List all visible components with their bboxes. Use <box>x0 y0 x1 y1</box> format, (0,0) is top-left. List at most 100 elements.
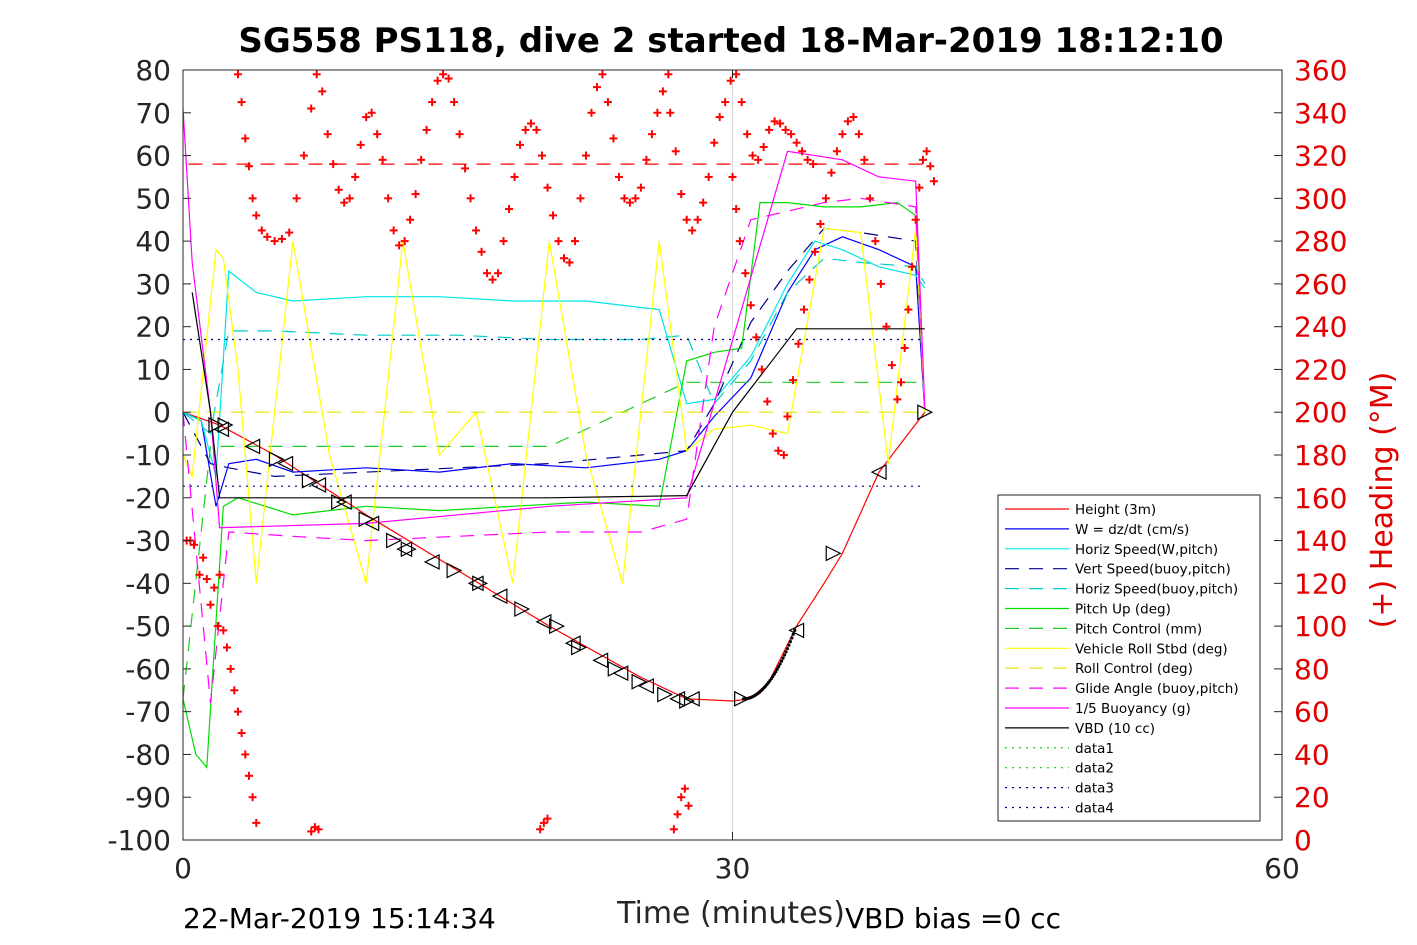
heading-point <box>226 664 235 673</box>
legend-label: Vert Speed(buoy,pitch) <box>1075 562 1231 578</box>
height-triangle-marker <box>612 665 629 682</box>
heading-point <box>673 810 682 819</box>
heading-point <box>810 247 819 256</box>
heading-point <box>554 237 563 246</box>
heading-point <box>592 83 601 92</box>
height-dot-marker <box>775 667 779 671</box>
heading-point <box>677 793 686 802</box>
heading-point <box>799 305 808 314</box>
heading-point <box>876 279 885 288</box>
y-tick-label: 0 <box>153 396 171 429</box>
heading-point <box>252 818 261 827</box>
heading-point <box>805 275 814 284</box>
heading-point <box>680 784 689 793</box>
y2-tick-label: 300 <box>1294 182 1347 215</box>
heading-point <box>721 98 730 107</box>
height-triangle-marker <box>535 613 552 630</box>
height-dot-marker <box>779 659 784 663</box>
height-triangle-marker <box>472 575 489 592</box>
heading-point <box>411 190 420 199</box>
heading-point <box>669 825 678 834</box>
heading-point <box>417 155 426 164</box>
heading-point <box>559 254 568 263</box>
heading-point <box>233 707 242 716</box>
height-dot-marker <box>785 646 790 651</box>
series-line-11 <box>191 292 925 499</box>
legend-items: Height (3m) W = dz/dt (cm/s) Horiz Speed(W… <box>1005 502 1239 817</box>
y2-tick-label: 100 <box>1294 610 1347 643</box>
heading-point <box>779 451 788 459</box>
heading-point <box>770 117 779 126</box>
legend-label: data1 <box>1075 741 1114 757</box>
series-line-1 <box>182 236 926 507</box>
height-dot-marker <box>774 670 778 674</box>
heading-point <box>461 164 470 173</box>
heading-point <box>516 140 525 149</box>
heading-point <box>776 119 785 128</box>
heading-point <box>565 258 574 267</box>
series-line-5 <box>182 201 926 769</box>
heading-point <box>206 600 215 609</box>
heading-point <box>189 540 198 549</box>
height-dot-marker <box>788 640 792 644</box>
heading-point <box>292 194 301 203</box>
y2-tick-label: 220 <box>1294 353 1347 386</box>
heading-point <box>230 686 239 695</box>
legend-label: VBD (10 cc) <box>1075 721 1155 737</box>
heading-point <box>666 108 675 117</box>
heading-point <box>871 237 880 246</box>
height-triangle-marker <box>363 515 380 532</box>
heading-point <box>428 98 437 107</box>
heading-point <box>466 194 475 203</box>
heading-point <box>752 333 761 342</box>
heading-point <box>536 825 545 834</box>
height-triangle-marker <box>491 588 508 605</box>
heading-point <box>237 729 246 738</box>
heading-point <box>244 162 253 171</box>
y2-tick-label: 60 <box>1294 696 1330 729</box>
legend-label: 1/5 Buoyancy (g) <box>1075 701 1191 717</box>
y-tick-label: 80 <box>135 54 171 87</box>
heading-point <box>743 130 752 139</box>
heading-point <box>241 134 250 143</box>
footer-vbd-bias: VBD bias =0 cc <box>845 902 1061 935</box>
heading-point <box>323 130 332 139</box>
heading-point <box>367 108 376 117</box>
heading-point <box>395 241 404 250</box>
heading-point <box>527 119 536 128</box>
y-tick-label: -50 <box>125 610 171 643</box>
height-triangle-marker <box>917 404 934 421</box>
heading-point <box>827 168 836 177</box>
series-line-10 <box>182 108 926 529</box>
legend-label: Glide Angle (buoy,pitch) <box>1075 681 1239 697</box>
heading-point <box>312 70 321 79</box>
heading-point <box>248 194 257 203</box>
heading-point <box>213 622 222 631</box>
y2-tick-label: 200 <box>1294 396 1347 429</box>
heading-point <box>732 205 741 214</box>
height-dot-marker <box>782 653 787 657</box>
heading-point <box>488 275 497 284</box>
heading-point <box>609 134 618 143</box>
heading-point <box>277 234 286 243</box>
y2-tick-label: 40 <box>1294 738 1330 771</box>
heading-point <box>233 70 242 79</box>
y-tick-label: 10 <box>135 353 171 386</box>
height-triangle-marker <box>335 494 352 511</box>
heading-point <box>472 226 481 235</box>
heading-point <box>860 155 869 164</box>
heading-point <box>794 339 803 348</box>
legend-label: data2 <box>1075 761 1114 777</box>
height-triangle-marker <box>301 472 318 489</box>
heading-point <box>688 226 697 235</box>
y2-tick-label: 0 <box>1294 824 1312 857</box>
heading-point <box>598 70 607 79</box>
height-triangle-marker <box>446 562 463 579</box>
height-dot-marker <box>790 636 794 640</box>
height-triangle-marker <box>268 451 285 468</box>
height-triangle-marker <box>592 652 609 669</box>
height-triangle-marker <box>213 421 230 438</box>
heading-point <box>803 155 812 164</box>
heading-point <box>768 429 777 438</box>
